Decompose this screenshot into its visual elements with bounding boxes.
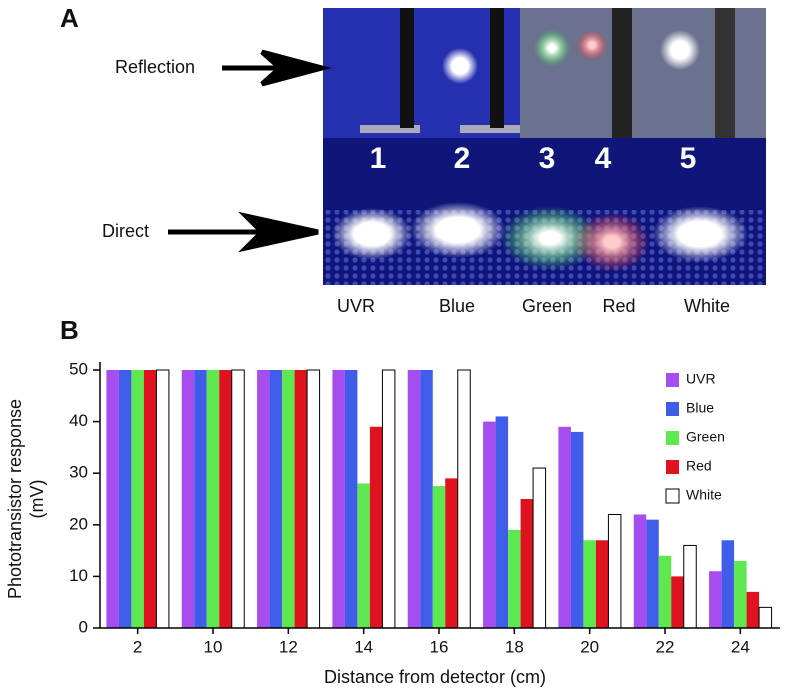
legend-label: Blue [686,400,714,416]
bar [758,606,773,629]
x-tick-label: 14 [354,637,373,656]
bar [683,544,697,629]
panel-label: B [60,315,79,345]
bar [194,370,207,628]
x-tick-label: 10 [204,637,223,656]
legend-label: Red [686,458,712,474]
x-tick-label: 20 [580,637,599,656]
x-tick-label: 22 [656,637,675,656]
bar [483,421,496,628]
bar [607,513,622,629]
arrow-label: Reflection [115,57,195,77]
bar [734,560,747,628]
panel-label: A [60,3,79,33]
source-label: Blue [439,296,475,316]
bar [294,370,308,628]
bar [344,370,358,628]
bar [532,467,547,629]
y-tick-label: 40 [69,411,88,430]
bar [420,370,433,628]
y-tick-label: 50 [69,359,88,378]
bar [106,370,119,628]
photo-number: 3 [539,142,556,175]
bar [332,370,345,628]
photo-number: 1 [370,142,387,175]
bar [282,370,295,628]
bar [508,529,521,628]
bar [118,370,132,628]
bar [595,540,609,628]
bar [721,540,735,628]
bar [219,370,232,628]
y-tick-label: 20 [69,514,88,533]
bar [231,369,245,629]
bar [633,514,647,628]
legend-swatch [665,488,680,504]
bar [257,370,270,628]
x-tick-label: 24 [731,637,750,656]
bar [746,591,760,628]
bar [269,370,283,628]
bar [143,370,157,628]
bar [558,426,571,628]
y-tick-label: 30 [69,463,88,482]
bar [369,426,383,628]
legend-swatch [666,431,679,445]
source-label: Green [522,296,572,316]
bar [520,499,534,628]
photo-labels: 1 2 3 4 5 UVR Blue Green Red White [337,142,730,316]
bar [495,416,509,628]
photo-number: 4 [595,142,612,175]
bar [709,571,722,628]
y-axis-label: (mV) [27,480,47,519]
bar [206,370,220,628]
x-axis-label: Distance from detector (cm) [324,667,546,687]
legend-swatch [666,402,679,416]
bar [155,369,170,629]
y-tick-label: 10 [69,566,88,585]
x-tick-label: 18 [505,637,524,656]
legend-swatch [666,373,679,387]
photo-number: 5 [680,142,697,175]
bar [181,370,195,628]
source-label: UVR [337,296,375,316]
source-label: White [684,296,730,316]
source-label: Red [602,296,635,316]
chart: B Phototransistor response (mV) Distance fr… [5,315,780,687]
bar [570,431,584,628]
arrows [168,49,332,253]
bar [671,576,684,628]
bar [131,370,144,628]
photo [323,8,766,285]
legend-label: White [686,487,722,503]
y-axis-label: Phototransistor response [5,399,25,599]
x-tick-label: 12 [279,637,298,656]
bar [646,519,659,628]
x-tick-label: 16 [430,637,449,656]
bar [658,555,672,628]
bar [357,483,370,628]
bar [432,486,446,628]
arrow-label: Direct [102,221,149,241]
bar [445,478,458,628]
bar [407,370,421,628]
y-tick-label: 0 [79,617,88,636]
legend-label: Green [686,429,725,445]
bar [381,369,396,629]
x-tick-label: 2 [133,637,142,656]
bar [583,540,596,628]
legend-label: UVR [686,371,716,387]
bar [457,369,471,629]
photo-number: 2 [454,142,471,175]
legend-swatch [666,460,679,474]
bar [306,369,321,629]
